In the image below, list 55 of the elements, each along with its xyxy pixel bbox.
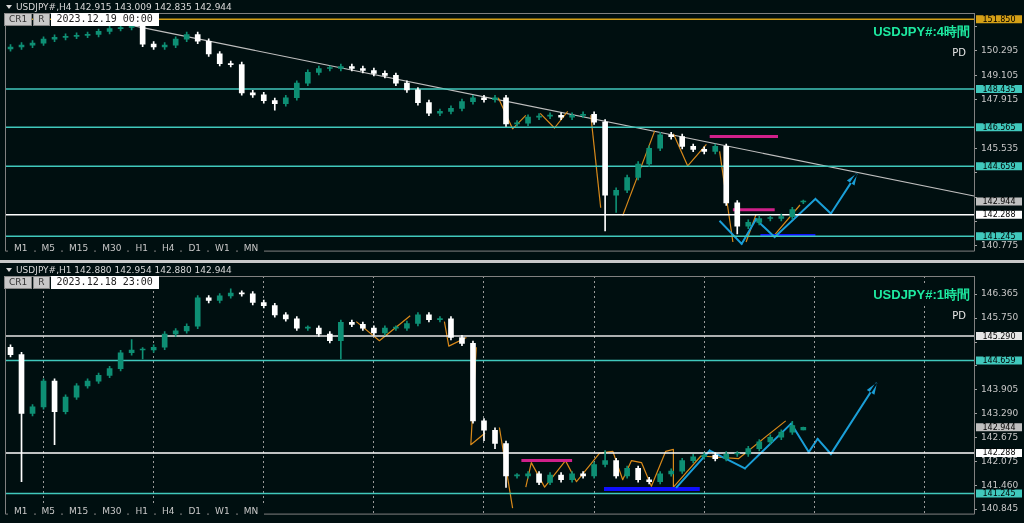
text: 142.944 bbox=[982, 422, 1016, 432]
y-tick-label: 146.365 bbox=[981, 288, 1019, 299]
y-tick-label: 147.915 bbox=[981, 94, 1019, 105]
annotation: H4 bbox=[155, 242, 181, 255]
annotation: M15 bbox=[63, 242, 95, 255]
y-tick-label: 143.290 bbox=[981, 408, 1019, 419]
annotation: M5 bbox=[35, 505, 61, 518]
y-tick-label: 145.750 bbox=[981, 312, 1019, 323]
annotation: R bbox=[33, 276, 50, 289]
y-tick-label: 141.460 bbox=[981, 479, 1019, 490]
ref-line-label: 141.245 bbox=[982, 231, 1016, 241]
annotation: M30 bbox=[96, 242, 128, 255]
ref-line-label: 144.659 bbox=[982, 161, 1016, 171]
annotation: R bbox=[33, 13, 50, 26]
annotation: D1 bbox=[182, 505, 208, 518]
ref-line-label: 145.290 bbox=[982, 331, 1016, 341]
annotation: H4 bbox=[155, 505, 181, 518]
annotation: 2023.12.19 00:00 bbox=[50, 13, 159, 26]
text: USDJPY#,H1 142.880 142.954 142.880 142.944 bbox=[16, 265, 232, 275]
y-tick-label: 143.905 bbox=[981, 384, 1019, 395]
annotation: M1 bbox=[8, 505, 34, 518]
text: PD bbox=[952, 310, 966, 321]
ref-line-label: 144.659 bbox=[982, 356, 1016, 366]
annotation: W1 bbox=[209, 242, 236, 255]
text: PD bbox=[952, 47, 966, 58]
annotation: M1 bbox=[8, 242, 34, 255]
text: 142.944 bbox=[982, 196, 1016, 206]
ref-line-label: 151.850 bbox=[982, 14, 1016, 24]
annotation: H1 bbox=[129, 505, 154, 518]
ref-line-label: 142.288 bbox=[982, 448, 1016, 458]
text: USDJPY#:4時間 bbox=[873, 23, 970, 41]
y-tick-label: 142.675 bbox=[981, 432, 1019, 443]
y-tick-label: 149.105 bbox=[981, 69, 1019, 80]
y-tick-label: 142.075 bbox=[981, 455, 1019, 466]
y-tick-label: 140.845 bbox=[981, 503, 1019, 514]
y-tick-label: 150.295 bbox=[981, 45, 1019, 56]
annotation: MN bbox=[237, 505, 265, 518]
annotation: D1 bbox=[182, 242, 208, 255]
ref-line-label: 142.288 bbox=[982, 210, 1016, 220]
annotation: M15 bbox=[63, 505, 95, 518]
annotation: M30 bbox=[96, 505, 128, 518]
annotation: H1 bbox=[129, 242, 154, 255]
annotation: CR1 bbox=[4, 13, 33, 26]
annotation: W1 bbox=[209, 505, 236, 518]
text: USDJPY#,H4 142.915 143.009 142.835 142.944 bbox=[16, 2, 232, 12]
ref-line-label: 141.245 bbox=[982, 489, 1016, 499]
ref-line-label: 148.435 bbox=[982, 84, 1016, 94]
y-tick-label: 140.775 bbox=[981, 240, 1019, 251]
ref-line-label: 146.565 bbox=[982, 122, 1016, 132]
annotation: MN bbox=[237, 242, 265, 255]
annotation: CR1 bbox=[4, 276, 33, 289]
annotation: 2023.12.18 23:00 bbox=[50, 276, 159, 289]
y-tick-label: 145.535 bbox=[981, 142, 1019, 153]
text: USDJPY#:1時間 bbox=[873, 286, 970, 304]
annotation: M5 bbox=[35, 242, 61, 255]
